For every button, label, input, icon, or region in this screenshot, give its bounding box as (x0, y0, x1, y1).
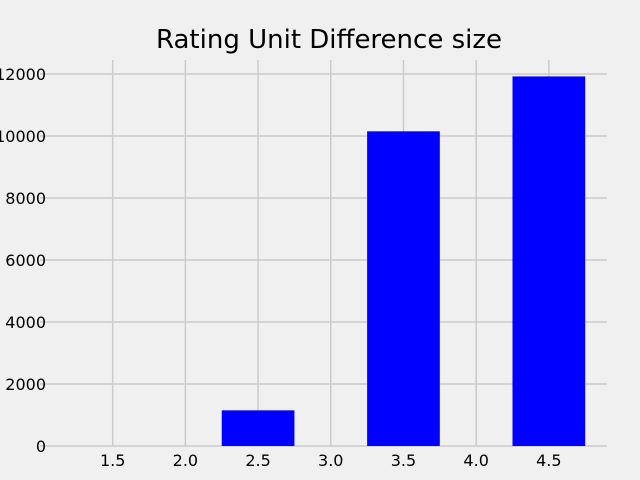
x-tick-label: 4.5 (536, 451, 561, 470)
x-tick-label: 1.5 (100, 451, 125, 470)
bar (512, 76, 586, 446)
x-tick-label: 2.5 (245, 451, 270, 470)
x-tick-label: 2.0 (173, 451, 198, 470)
bar (221, 410, 295, 446)
bar (367, 131, 440, 446)
y-tick-label: 6000 (5, 251, 46, 270)
bars (221, 76, 586, 446)
chart-title: Rating Unit Difference size (156, 25, 502, 55)
x-tick-label: 3.0 (318, 451, 343, 470)
x-axis-ticks: 1.5 2.0 2.5 3.0 3.5 4.0 4.5 (100, 451, 562, 470)
y-tick-label: 2000 (5, 375, 46, 394)
y-tick-label: 4000 (5, 313, 46, 332)
y-tick-label: 0 (36, 437, 46, 456)
y-tick-label: 10000 (0, 127, 46, 146)
y-tick-label: 8000 (5, 189, 46, 208)
x-tick-label: 3.5 (391, 451, 416, 470)
y-axis-ticks: 0 2000 4000 6000 8000 10000 12000 (0, 65, 46, 456)
y-tick-label: 12000 (0, 65, 46, 84)
x-tick-label: 4.0 (463, 451, 488, 470)
